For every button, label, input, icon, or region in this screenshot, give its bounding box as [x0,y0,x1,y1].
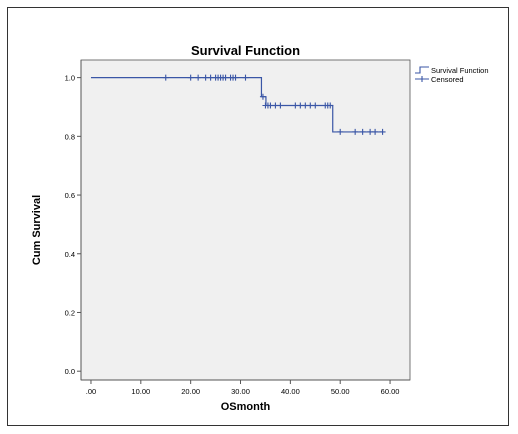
censored-marker [187,74,194,81]
x-tick-label: 10.00 [131,387,150,396]
chart-title: Survival Function [191,43,300,58]
y-tick-label: 0.0 [65,367,75,376]
plot-area [80,59,411,381]
x-tick-label: .00 [86,387,96,396]
legend: Survival Function Censored [415,66,489,84]
censored-marker [259,93,266,100]
x-tick-label: 40.00 [281,387,300,396]
legend-label: Censored [431,75,464,84]
y-tick-label: 0.4 [65,250,75,259]
y-tick-label: 0.2 [65,308,75,317]
y-tick-label: 1.0 [65,74,75,83]
y-axis-label: Cum Survival [31,195,43,265]
y-tick-label: 0.6 [65,191,75,200]
censored-marker [327,102,334,109]
legend-step-swatch [415,66,429,74]
censored-marker [195,74,202,81]
x-axis-ticks: .00 10.00 20.00 30.00 40.00 50.00 60.00 [86,380,400,396]
legend-label: Survival Function [431,66,489,75]
legend-censored-swatch [415,76,429,82]
censored-marker [379,128,386,135]
axes [80,60,410,381]
legend-item-survival-function: Survival Function [415,66,489,75]
series-layer [90,74,386,135]
censored-marker [277,102,284,109]
x-tick-label: 30.00 [231,387,250,396]
censored-marker [372,128,379,135]
censored-marker [312,102,319,109]
censored-marker [359,128,366,135]
censored-marker [232,74,239,81]
censored-marker [162,74,169,81]
censored-marker [337,128,344,135]
censored-marker [352,128,359,135]
x-tick-label: 20.00 [181,387,200,396]
y-axis-ticks: 0.0 0.2 0.4 0.6 0.8 1.0 [65,74,81,376]
legend-item-censored: Censored [415,75,464,84]
censored-marker [242,74,249,81]
y-tick-label: 0.8 [65,132,75,141]
x-tick-label: 50.00 [331,387,350,396]
x-tick-label: 60.00 [381,387,400,396]
x-axis-label: OSmonth [221,401,271,413]
